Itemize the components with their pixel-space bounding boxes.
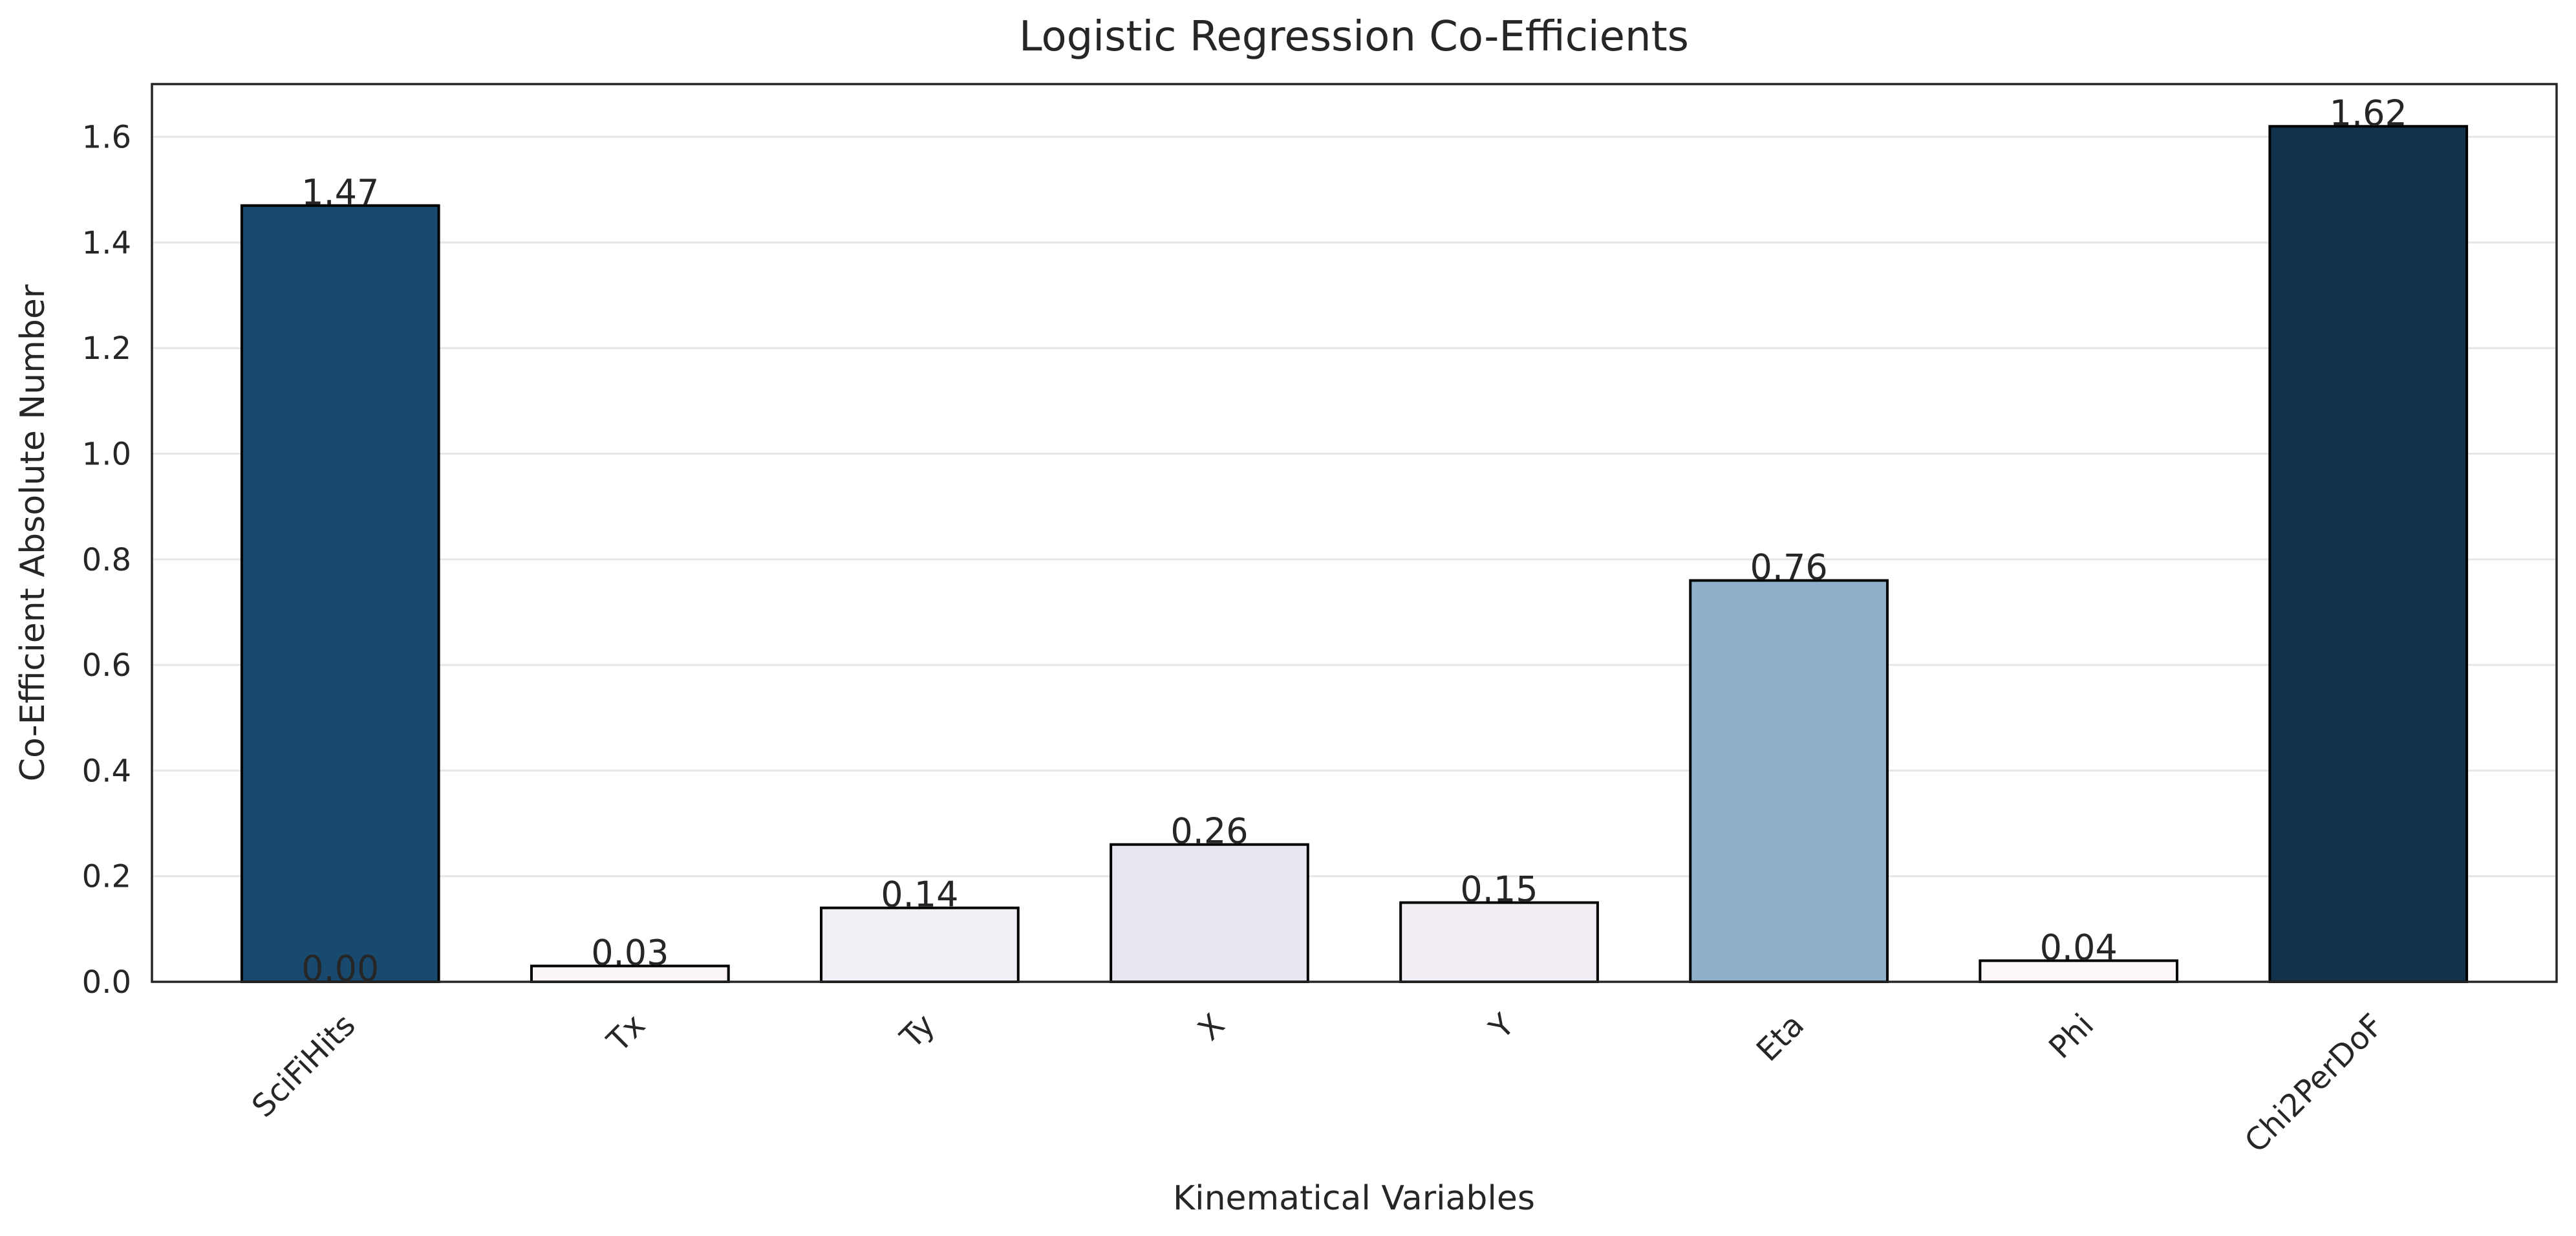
data-label: 0.76 — [1750, 547, 1827, 587]
plot-frame — [151, 83, 2558, 983]
y-tick-label: 1.4 — [82, 225, 131, 261]
data-label: 0.26 — [1170, 811, 1248, 852]
y-tick-label: 1.0 — [82, 437, 131, 473]
bar-scifihits — [240, 204, 440, 984]
data-label: 0.04 — [2040, 927, 2118, 968]
bar-x — [1110, 843, 1309, 983]
y-tick-label: 1.6 — [82, 120, 131, 156]
data-labels: 1.47 0.03 0.14 0.26 0.15 0.76 0.04 1.62 0.00 — [301, 92, 2407, 989]
y-tick-label: 0.2 — [82, 859, 131, 895]
x-tick-label: X — [1191, 1007, 1232, 1048]
x-tick-label: Chi2PerDoF — [2238, 1007, 2390, 1160]
grid-lines — [152, 136, 2557, 983]
bar-ty — [820, 906, 1020, 983]
bar-y — [1399, 901, 1599, 984]
bars — [240, 125, 2469, 984]
data-label: 1.47 — [301, 172, 379, 213]
chart-title: Logistic Regression Co-Efficients — [1019, 13, 1689, 61]
x-tick-label: SciFiHits — [245, 1007, 363, 1125]
x-tick-label: Eta — [1750, 1007, 1811, 1068]
y-tick-label: 1.2 — [82, 331, 131, 367]
y-axis-ticks: 0.0 0.2 0.4 0.6 0.8 1.0 1.2 1.4 1.6 — [82, 120, 131, 1001]
x-axis-label: Kinematical Variables — [1173, 1179, 1535, 1218]
bar-chi2perdof — [2268, 125, 2469, 984]
y-axis-label: Co-Efficient Absolute Number — [14, 284, 52, 781]
data-label: 0.03 — [591, 933, 669, 973]
x-tick-label: Y — [1482, 1006, 1522, 1046]
data-label: 1.62 — [2330, 92, 2407, 133]
y-tick-label: 0.6 — [82, 647, 131, 684]
y-tick-label: 0.4 — [82, 753, 131, 789]
x-tick-label: Ty — [893, 1007, 942, 1056]
x-axis-ticks: SciFiHits Tx Ty X Y Eta Phi Chi2PerDoF — [245, 1006, 2390, 1160]
data-label: 0.14 — [881, 874, 958, 915]
y-tick-label: 0.0 — [82, 964, 131, 1001]
bar-eta — [1689, 579, 1889, 983]
y-tick-label: 0.8 — [82, 542, 131, 578]
x-tick-label: Phi — [2042, 1007, 2101, 1066]
data-label-zero: 0.00 — [301, 948, 379, 989]
data-label: 0.15 — [1460, 869, 1538, 910]
x-tick-label: Tx — [600, 1007, 652, 1059]
